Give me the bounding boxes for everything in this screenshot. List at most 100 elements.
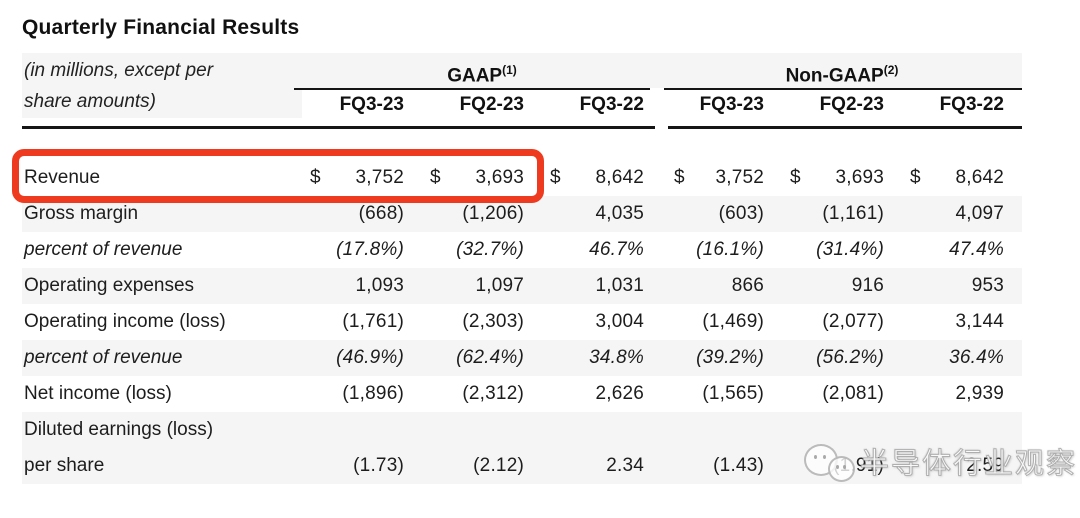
value-cell: (1.43) [662,412,782,484]
group-title-non-gaap: Non-GAAP(2) [662,53,1022,88]
value-cell: (56.2%) [782,340,902,376]
cell-value: 46.7% [589,239,644,260]
table-row: percent of revenue (17.8%) (32.7%) 46.7% (16… [22,232,1022,268]
value-cell: (1,206) [422,196,542,232]
row-label: Revenue [24,167,101,188]
group-name: Non-GAAP [785,65,884,87]
period-label: FQ3-23 [339,94,404,115]
cell-value: (2,081) [822,383,884,404]
table-header: (in millions, except per share amounts) … [22,53,1022,118]
cell-value: 2.59 [966,455,1004,476]
cell-value: (1,206) [462,203,524,224]
period-label: FQ3-22 [579,94,644,115]
value-cell: 4,097 [902,196,1022,232]
cell-value: 8,642 [595,167,644,188]
value-cell: 46.7% [542,232,662,268]
table-row: Operating income (loss) (1,761) (2,303) 3,0… [22,304,1022,340]
wechat-chat-bubbles-icon [802,438,860,490]
table-row: Revenue $3,752 $3,693 $8,642 $3,752 $3,693 $8,… [22,160,1022,196]
cell-value: (1,761) [342,311,404,332]
value-cell: (31.4%) [782,232,902,268]
value-cell: 953 [902,268,1022,304]
cell-value: (2,077) [822,311,884,332]
footnote-marker: (2) [883,63,899,77]
value-cell: (1,565) [662,376,782,412]
cell-value: 3,752 [715,167,764,188]
header-rule [22,126,1022,129]
financial-table: (in millions, except per share amounts) … [22,53,1022,484]
period-label: FQ2-23 [819,94,884,115]
value-cell: 3,004 [542,304,662,340]
value-cell: 2.59 [902,412,1022,484]
cell-value: (1,469) [702,311,764,332]
value-cell: 2,939 [902,376,1022,412]
table-note-line2: share amounts) [24,91,157,112]
value-cell: (16.1%) [662,232,782,268]
cell-value: 3,752 [355,167,404,188]
value-cell: $8,642 [902,160,1022,196]
header-rule-left-segment [22,126,655,129]
value-cell: (1.73) [302,412,422,484]
group-header-gaap: GAAP(1) FQ3-23 FQ2-23 FQ3-22 [294,53,662,118]
cell-value: 953 [971,275,1004,296]
table-row: Net income (loss) (1,896) (2,312) 2,626 (1,5… [22,376,1022,412]
group-underline [664,88,1022,90]
cell-value: 47.4% [949,239,1004,260]
footnote-marker: (1) [502,63,517,77]
value-cell: 2,626 [542,376,662,412]
watermark-text: 半导体行业观察 [859,448,1078,481]
value-cell: 916 [782,268,902,304]
cell-value: 36.4% [949,347,1004,368]
value-cell: (1,896) [302,376,422,412]
period-row-non-gaap: FQ3-23 FQ2-23 FQ3-22 [662,90,1022,118]
value-cell: $3,693 [782,160,902,196]
table-row: Gross margin (668) (1,206) 4,035 (603) (1,161… [22,196,1022,232]
value-cell: (1,161) [782,196,902,232]
value-cell: 1,097 [422,268,542,304]
value-cell: $3,752 [302,160,422,196]
cell-value: 2.34 [606,455,644,476]
cell-value: 3,693 [475,167,524,188]
cell-value: 3,693 [835,167,884,188]
period-label: FQ3-23 [699,94,764,115]
cell-value: (668) [358,203,404,224]
row-label: percent of revenue [24,239,183,260]
cell-value: 34.8% [589,347,644,368]
row-label: percent of revenue [24,347,183,368]
cell-value: (1,161) [822,203,884,224]
group-name: GAAP [447,65,503,87]
currency-symbol: $ [550,167,561,188]
row-label: Net income (loss) [24,383,172,404]
value-cell: $3,752 [662,160,782,196]
value-cell: (17.8%) [302,232,422,268]
page-title: Quarterly Financial Results [22,16,300,39]
cell-value: (2.12) [473,455,524,476]
cell-value: (62.4%) [456,347,524,368]
cell-value: 2,939 [955,383,1004,404]
cell-value: (1,565) [702,383,764,404]
value-cell: (2,312) [422,376,542,412]
cell-value: 3,004 [595,311,644,332]
group-underline [294,88,650,90]
value-cell: 2.34 [542,412,662,484]
cell-value: (32.7%) [456,239,524,260]
table-row: Diluted earnings (loss) per share (1.73) (2… [22,412,1022,484]
cell-value: (17.8%) [336,239,404,260]
cell-value: 3,144 [955,311,1004,332]
period-label: FQ2-23 [459,94,524,115]
group-header-non-gaap: Non-GAAP(2) FQ3-23 FQ2-23 FQ3-22 [662,53,1022,118]
table-note: (in millions, except per share amounts) [22,53,302,118]
row-label: Gross margin [24,203,139,224]
value-cell: (39.2%) [662,340,782,376]
value-cell: (2,303) [422,304,542,340]
value-cell: (603) [662,196,782,232]
table-body: Revenue $3,752 $3,693 $8,642 $3,752 $3,693 $8,… [22,160,1022,484]
cell-value: (1.73) [353,455,404,476]
cell-value: (31.4%) [816,239,884,260]
cell-value: (56.2%) [816,347,884,368]
cell-value: (603) [718,203,764,224]
header-rule-gap [655,126,668,129]
value-cell: 47.4% [902,232,1022,268]
cell-value: 866 [731,275,764,296]
